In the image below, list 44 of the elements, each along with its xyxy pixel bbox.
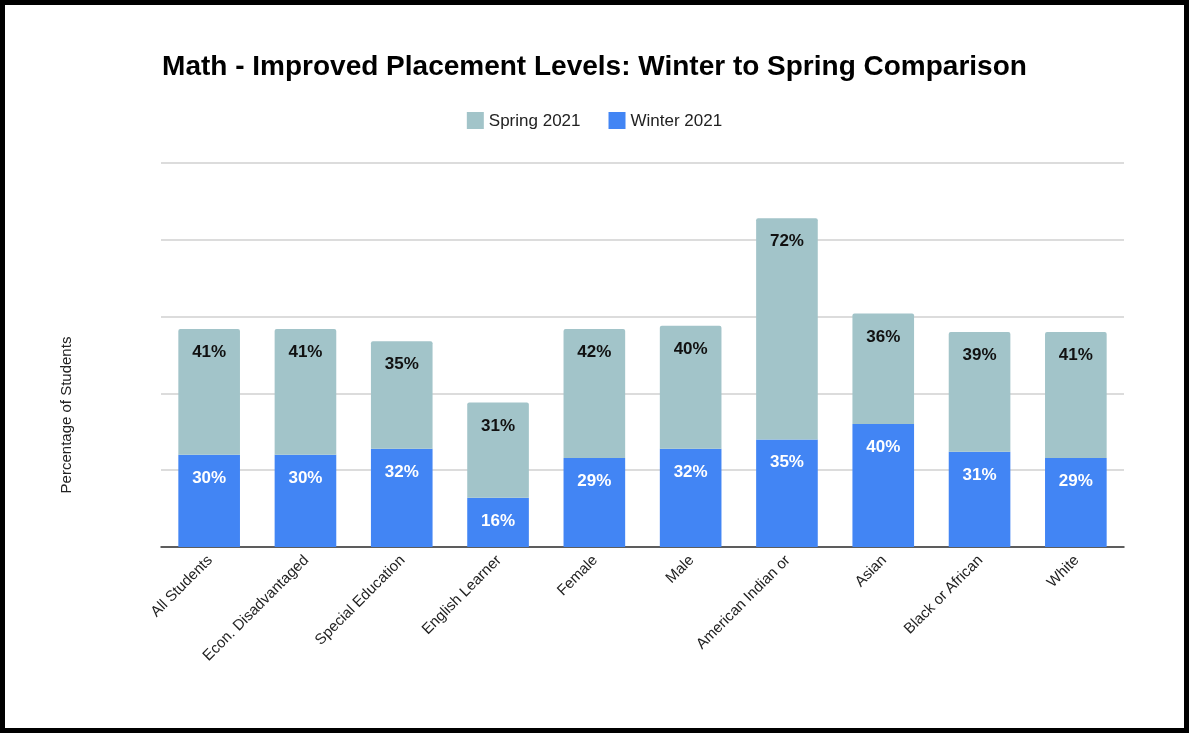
bar bbox=[274, 328, 337, 455]
bar bbox=[852, 424, 915, 547]
bar bbox=[756, 439, 818, 547]
data-label: 32% bbox=[384, 461, 419, 481]
bar bbox=[1045, 457, 1107, 547]
data-label: 31% bbox=[962, 464, 997, 484]
bar bbox=[563, 328, 626, 458]
data-label: 16% bbox=[481, 510, 516, 530]
bar bbox=[178, 328, 240, 455]
data-label: 40% bbox=[673, 338, 708, 358]
data-label: 29% bbox=[577, 470, 612, 490]
bar bbox=[178, 454, 240, 547]
bar bbox=[274, 454, 337, 547]
legend-label: Winter 2021 bbox=[630, 111, 723, 130]
bar bbox=[563, 457, 626, 547]
bar bbox=[948, 331, 1011, 452]
bar bbox=[948, 451, 1011, 547]
bar bbox=[467, 402, 529, 498]
bar bbox=[852, 313, 915, 425]
legend-label: Spring 2021 bbox=[488, 111, 581, 130]
chart-title: Math - Improved Placement Levels: Winter to Spring Comparison bbox=[162, 49, 1027, 81]
data-label: 36% bbox=[866, 326, 901, 346]
data-label: 41% bbox=[192, 341, 227, 361]
y-axis-title: Percentage of Students bbox=[57, 336, 74, 494]
bar bbox=[370, 341, 433, 449]
data-label: 35% bbox=[384, 354, 419, 374]
data-label: 35% bbox=[769, 452, 804, 472]
data-label: 29% bbox=[1058, 470, 1093, 490]
bar bbox=[659, 325, 722, 449]
bar bbox=[756, 218, 818, 440]
bar bbox=[467, 497, 529, 547]
data-label: 41% bbox=[288, 341, 323, 361]
data-label: 72% bbox=[769, 231, 804, 251]
bar bbox=[659, 448, 722, 547]
bar bbox=[370, 448, 433, 547]
data-label: 32% bbox=[673, 461, 708, 481]
data-label: 30% bbox=[192, 467, 227, 487]
data-label: 40% bbox=[866, 437, 901, 457]
bar bbox=[1045, 331, 1107, 458]
data-label: 31% bbox=[481, 415, 516, 435]
data-label: 30% bbox=[288, 467, 323, 487]
data-label: 41% bbox=[1058, 344, 1093, 364]
data-label: 39% bbox=[962, 344, 997, 364]
data-label: 42% bbox=[577, 341, 612, 361]
